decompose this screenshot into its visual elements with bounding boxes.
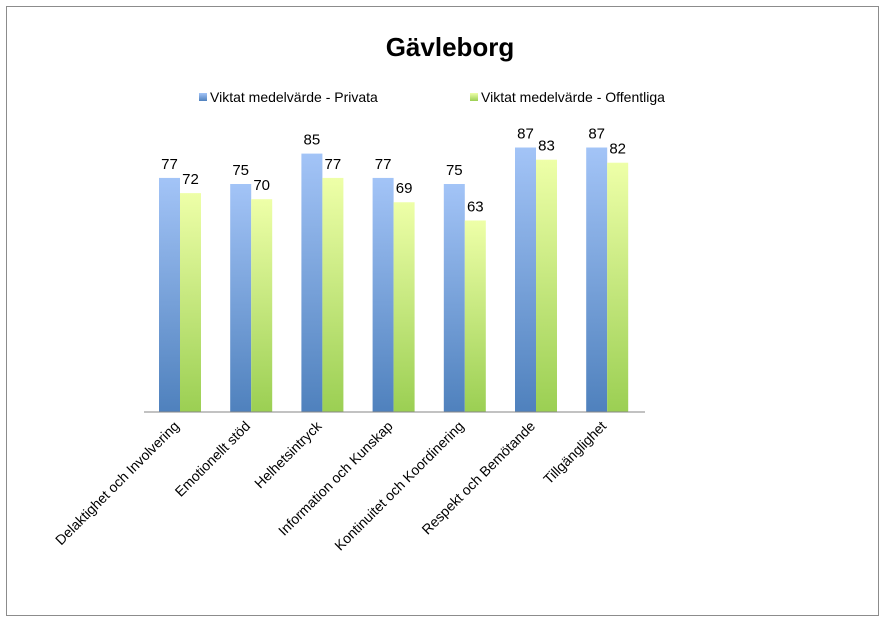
bar-privata-respekt-och-bemotande: [515, 147, 536, 412]
data-label-offentliga-helhetsintryck: 77: [325, 156, 342, 173]
data-label-privata-emotionellt-stod: 75: [232, 162, 249, 179]
bar-privata-helhetsintryck: [301, 153, 323, 412]
bar-privata-emotionellt-stod: [230, 184, 252, 412]
bar-offentliga-kontinuitet-och-koordinering: [464, 220, 486, 412]
bar-offentliga-delaktighet-och-involvering: [180, 193, 201, 412]
data-label-offentliga-kontinuitet-och-koordinering: 63: [467, 198, 484, 215]
category-label-emotionellt-stod: Emotionellt stöd: [172, 418, 254, 500]
bar-offentliga-emotionellt-stod: [251, 199, 273, 412]
bar-offentliga-tillganglighet: [607, 162, 629, 412]
bar-offentliga-respekt-och-bemotande: [536, 159, 557, 412]
category-label-kontinuitet-och-koordinering: Kontinuitet och Koordinering: [331, 418, 467, 554]
data-label-privata-delaktighet-och-involvering: 77: [161, 156, 178, 173]
legend-swatch-offentliga: [470, 93, 478, 101]
category-label-delaktighet-och-involvering: Delaktighet och Involvering: [52, 418, 182, 548]
bars-layer: [159, 147, 629, 412]
chart-title: Gävleborg: [386, 32, 515, 62]
bar-offentliga-helhetsintryck: [322, 177, 344, 412]
legend-label-privata: Viktat medelvärde - Privata: [210, 89, 378, 105]
bar-privata-delaktighet-och-involvering: [159, 177, 180, 412]
legend-swatch-privata: [199, 93, 207, 101]
data-label-offentliga-delaktighet-och-involvering: 72: [182, 171, 199, 188]
category-label-helhetsintryck: Helhetsintryck: [251, 417, 325, 491]
data-label-privata-kontinuitet-och-koordinering: 75: [446, 162, 463, 179]
category-label-respekt-och-bemotande: Respekt och Bemötande: [418, 418, 538, 538]
data-label-offentliga-respekt-och-bemotande: 83: [538, 138, 555, 155]
data-label-offentliga-information-och-kunskap: 69: [396, 180, 413, 197]
bar-privata-information-och-kunskap: [372, 177, 394, 412]
bar-chart: Gävleborg Viktat medelvärde - Privata Vi…: [52, 32, 665, 554]
bar-offentliga-information-och-kunskap: [393, 202, 415, 412]
data-label-offentliga-tillganglighet: 82: [609, 141, 626, 158]
bar-privata-tillganglighet: [586, 147, 608, 412]
legend: Viktat medelvärde - Privata Viktat medel…: [199, 89, 665, 105]
category-label-information-och-kunskap: Information och Kunskap: [275, 418, 396, 539]
legend-label-offentliga: Viktat medelvärde - Offentliga: [481, 89, 665, 105]
data-label-privata-respekt-och-bemotande: 87: [517, 126, 534, 143]
data-label-privata-helhetsintryck: 85: [304, 132, 321, 149]
chart-frame: Gävleborg Viktat medelvärde - Privata Vi…: [6, 6, 879, 616]
bar-privata-kontinuitet-och-koordinering: [443, 184, 465, 412]
category-label-tillganglighet: Tillgänglighet: [540, 418, 609, 487]
data-label-offentliga-emotionellt-stod: 70: [253, 177, 270, 194]
data-label-privata-tillganglighet: 87: [588, 126, 605, 143]
data-label-privata-information-och-kunskap: 77: [375, 156, 392, 173]
